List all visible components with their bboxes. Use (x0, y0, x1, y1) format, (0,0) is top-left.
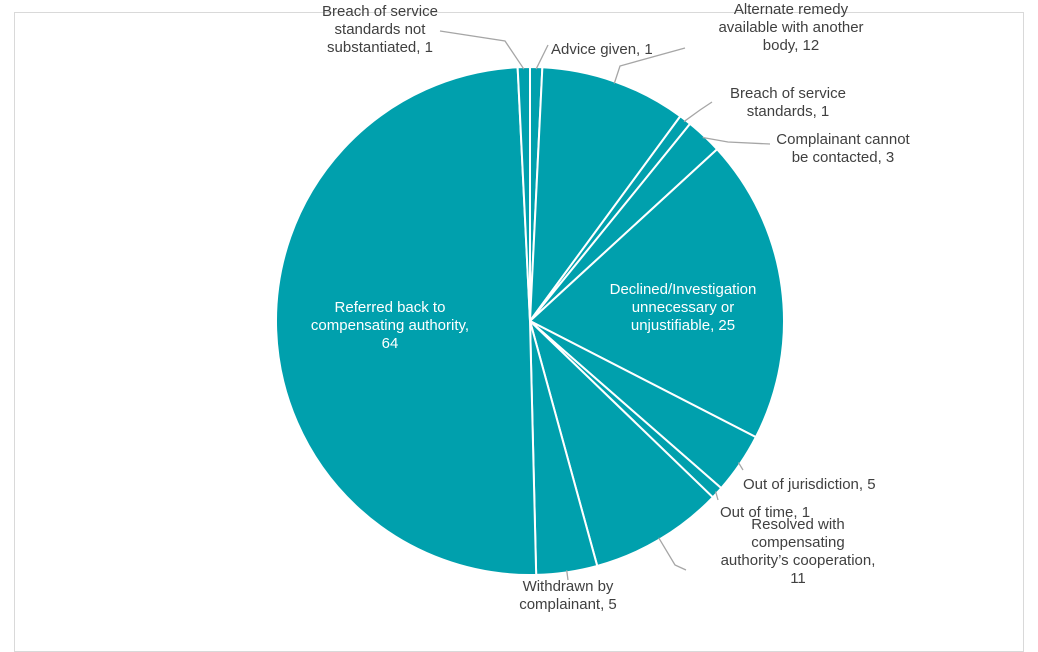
slice-label-line: 64 (382, 335, 399, 352)
slice-label-line: 11 (790, 570, 806, 587)
slice-label-line: unnecessary or (632, 299, 735, 316)
slice-label-8: Resolved with compensating authority’s coo… (721, 516, 876, 587)
slice-label-line: standards, 1 (747, 103, 830, 120)
leader-line-7 (714, 491, 719, 501)
slice-label-line: Out of time, 1 (720, 504, 810, 521)
pie-slice-10 (275, 66, 538, 576)
slice-label-5: Declined/Investigation unnecessary or unju… (610, 281, 757, 334)
pie-chart: Advice given, 1 Alternate remedy available… (275, 1, 911, 613)
slice-label-line: compensating (751, 534, 844, 551)
slice-label-line: Withdrawn by (523, 578, 614, 595)
slice-label-line: unjustifiable, 25 (631, 317, 735, 334)
slice-label-line: standards not (335, 21, 427, 38)
slice-label-2: Alternate remedy available with another bo… (718, 1, 863, 54)
leader-line-1 (535, 44, 549, 70)
slice-label-line: Advice given, 1 (551, 41, 653, 58)
leader-line-6 (737, 462, 744, 471)
slice-label-7: Out of time, 1 (720, 504, 810, 521)
slice-label-line: substantiated, 1 (327, 39, 433, 56)
pie-slice-11 (516, 66, 531, 322)
leader-line-9 (566, 570, 569, 581)
slice-label-6: Out of jurisdiction, 5 (743, 476, 876, 493)
pie-slice-5 (529, 148, 785, 439)
slice-label-line: available with another (718, 19, 863, 36)
slice-label-line: compensating authority, (311, 317, 469, 334)
slice-label-line: Alternate remedy (734, 1, 849, 18)
slice-label-11: Breach of service standards not substantia… (322, 3, 438, 56)
slice-label-3: Breach of service standards, 1 (730, 85, 846, 120)
slice-label-line: be contacted, 3 (792, 149, 895, 166)
slice-label-4: Complainant cannot be contacted, 3 (776, 131, 910, 166)
slice-label-line: Out of jurisdiction, 5 (743, 476, 876, 493)
slice-label-1: Advice given, 1 (551, 41, 653, 58)
slice-label-line: Breach of service (322, 3, 438, 20)
leader-line-11 (439, 30, 525, 70)
slice-label-line: Declined/Investigation (610, 281, 757, 298)
slice-label-line: authority’s cooperation, (721, 552, 876, 569)
leader-line-8 (658, 537, 687, 571)
leader-line-4 (702, 136, 771, 145)
slice-label-line: complainant, 5 (519, 596, 617, 613)
leader-line-2 (613, 47, 686, 84)
slice-label-line: Referred back to (335, 299, 446, 316)
slice-label-line: body, 12 (763, 37, 819, 54)
slice-label-line: Complainant cannot (776, 131, 910, 148)
slice-label-line: Breach of service (730, 85, 846, 102)
leader-line-3 (683, 101, 713, 123)
slice-label-9: Withdrawn by complainant, 5 (519, 578, 617, 613)
slice-label-line: Resolved with (751, 516, 844, 533)
slice-label-10: Referred back to compensating authority, 6… (311, 299, 469, 352)
